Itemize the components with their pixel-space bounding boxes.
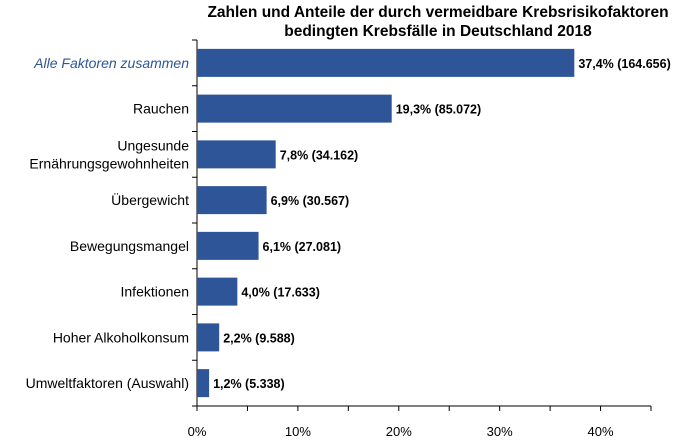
category-label: Alle Faktoren zusammen [33, 55, 189, 71]
category-label: Hoher Alkoholkonsum [53, 329, 189, 345]
x-tick-label: 0% [188, 424, 207, 439]
category-label: Umweltfaktoren (Auswahl) [26, 375, 189, 391]
bar [197, 369, 210, 398]
data-label: 1,2% (5.338) [213, 377, 285, 391]
category-label: Übergewicht [111, 191, 189, 208]
bar [197, 94, 392, 123]
chart-title-line-1: Zahlen und Anteile der durch vermeidbare… [207, 4, 669, 21]
data-label: 2,2% (9.588) [223, 331, 295, 345]
data-label: 6,9% (30.567) [271, 194, 350, 208]
x-tick-label: 20% [386, 424, 412, 439]
data-label: 19,3% (85.072) [396, 103, 481, 117]
bar [197, 140, 276, 169]
category-label: Infektionen [121, 284, 190, 300]
x-tick-label: 30% [487, 424, 513, 439]
category-label: Rauchen [133, 101, 189, 117]
chart-title-line-2: bedingten Krebsfälle in Deutschland 2018 [284, 23, 592, 40]
x-tick-label: 10% [285, 424, 311, 439]
bar [197, 48, 575, 77]
bar [197, 231, 259, 260]
bar [197, 186, 267, 215]
data-label: 6,1% (27.081) [263, 240, 342, 254]
data-label: 4,0% (17.633) [241, 286, 320, 300]
data-label: 37,4% (164.656) [578, 57, 670, 71]
x-tick-label: 40% [588, 424, 614, 439]
bar [197, 277, 238, 306]
bar [197, 323, 220, 352]
data-label: 7,8% (34.162) [280, 148, 359, 162]
category-label: Ungesunde Ernährungsgewohnheiten [29, 137, 189, 171]
category-label: Bewegungsmangel [70, 238, 189, 254]
